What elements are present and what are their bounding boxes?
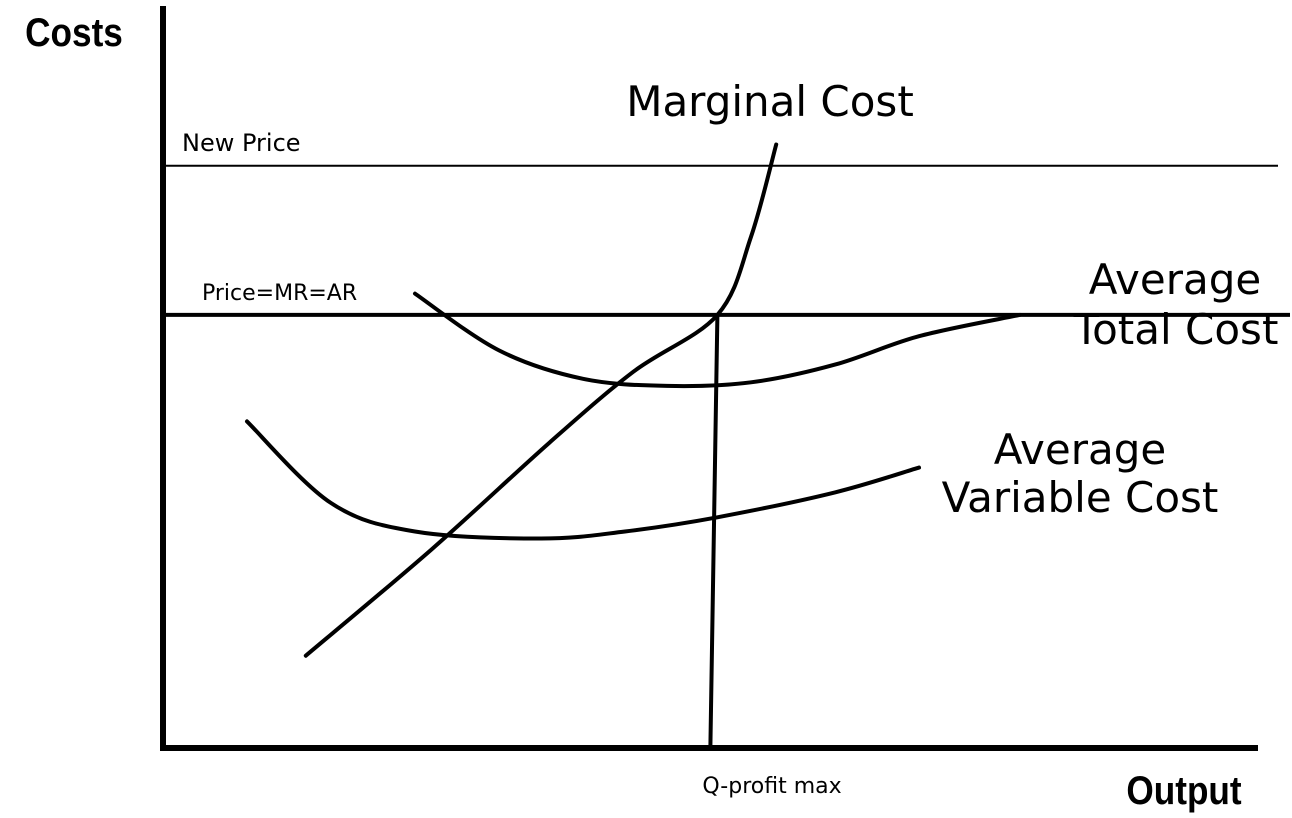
- x-axis-title: Output: [1126, 768, 1242, 813]
- average-variable-cost-curve: [245, 419, 921, 541]
- marginal-cost-label: Marginal Cost: [626, 77, 914, 126]
- new-price-label: New Price: [182, 129, 301, 157]
- price-mr-ar-label: Price=MR=AR: [202, 281, 357, 306]
- average-variable-cost-label-line-1: Average: [994, 425, 1166, 474]
- average-total-cost-label-line-2: Total Cost: [1073, 305, 1279, 354]
- average-total-cost-label-line-1: Average: [1089, 255, 1261, 304]
- average-variable-cost-label-line-2: Variable Cost: [942, 473, 1219, 522]
- q-profit-max-line: [708, 312, 720, 748]
- average-total-cost-curve: [413, 291, 1022, 389]
- q-profit-max-label: Q-profit max: [702, 774, 841, 799]
- y-axis-title: Costs: [25, 10, 123, 55]
- marginal-cost-curve: [303, 142, 779, 658]
